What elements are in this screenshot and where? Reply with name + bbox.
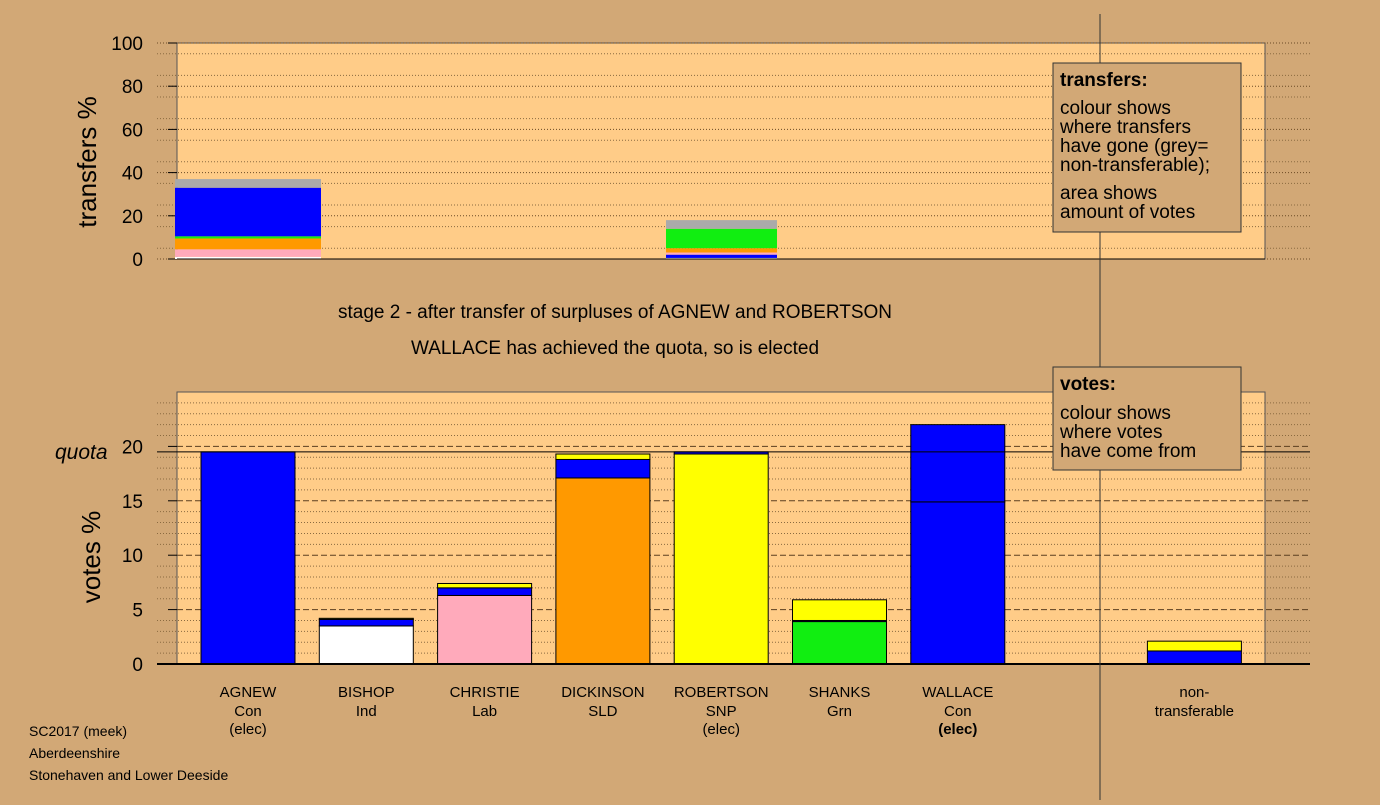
transfer-segment-grn — [175, 236, 321, 239]
votes-tick-label: 15 — [122, 492, 143, 513]
candidate-bar-agnew — [200, 451, 296, 665]
quota-label: quota — [55, 441, 108, 464]
votes-tick-label: 5 — [132, 601, 143, 622]
transfer-segment-grn — [666, 228, 777, 249]
candidate-name: CHRISTIE — [450, 684, 520, 701]
transfer-segment-con — [666, 254, 777, 258]
votes-legend-line: have come from — [1060, 441, 1196, 462]
transfer-segment-lab — [175, 249, 321, 257]
transfers-legend-line: amount of votes — [1060, 202, 1195, 223]
transfers-legend-line: colour shows — [1060, 98, 1171, 119]
transfer-segment-lab — [666, 252, 777, 255]
transfer-segment-nontransferable — [175, 179, 321, 188]
vote-segment-con — [555, 458, 651, 479]
transfer-segment-sld — [666, 248, 777, 253]
candidate-bar-dickinson — [555, 453, 651, 665]
candidate-name: WALLACE — [922, 684, 993, 701]
stage-outcome: WALLACE has achieved the quota, so is el… — [411, 338, 819, 359]
candidate-party: transferable — [1155, 703, 1234, 720]
transfers-legend-line: non-transferable); — [1060, 155, 1210, 176]
transfers-legend-line: where transfers — [1059, 117, 1191, 138]
transfer-segment-sld — [175, 238, 321, 250]
stage-description: stage 2 - after transfer of surpluses of… — [338, 302, 892, 323]
vote-segment-snp — [437, 582, 533, 589]
vote-segment-ind — [318, 625, 414, 665]
transfers-legend-line: have gone (grey= — [1060, 136, 1208, 157]
votes-legend-line: where votes — [1059, 422, 1162, 443]
candidate-bar-bishop — [318, 617, 414, 665]
transfer-segment-con — [175, 187, 321, 237]
transfers-tick-label: 40 — [122, 164, 143, 185]
transfers-tick-label: 100 — [111, 34, 143, 55]
votes-tick-label: 20 — [122, 437, 143, 458]
transfer-segment-nontransferable — [666, 220, 777, 229]
candidate-status: (elec) — [702, 721, 740, 738]
vote-segment-con — [200, 451, 296, 665]
vote-segment-lab — [437, 594, 533, 665]
transfers-legend: transfers: colour shows where transfers … — [1052, 62, 1242, 233]
candidate-bar-christie — [437, 582, 533, 665]
votes-tick-label: 0 — [132, 655, 143, 676]
candidate-name: ROBERTSON — [674, 684, 769, 701]
votes-legend: votes: colour shows where votes have com… — [1052, 366, 1242, 471]
candidate-name: BISHOP — [338, 684, 395, 701]
vote-segment-con — [910, 424, 1006, 503]
vote-segment-sld — [555, 477, 651, 665]
vote-segment-snp — [673, 453, 769, 665]
candidate-status: (elec) — [229, 721, 267, 738]
transfers-tick-label: 20 — [122, 207, 143, 228]
vote-segment-con — [910, 501, 1006, 665]
candidate-name: non- — [1179, 684, 1209, 701]
candidate-party: Con — [234, 703, 262, 720]
candidate-party: Con — [944, 703, 972, 720]
votes-axis-title: votes % — [76, 511, 106, 604]
transfer-segment-ind — [175, 256, 321, 259]
footer-council: Aberdeenshire — [29, 745, 120, 761]
votes-legend-line: colour shows — [1060, 403, 1171, 424]
vote-segment-con — [1146, 650, 1242, 665]
footer-ward: Stonehaven and Lower Deeside — [29, 767, 228, 783]
transfer-segment-ind — [666, 257, 777, 259]
footer-election: SC2017 (meek) — [29, 723, 127, 739]
vote-segment-con — [318, 618, 414, 627]
vote-segment-snp — [1146, 640, 1242, 652]
transfer-bar-agnew — [175, 179, 321, 259]
vote-segment-snp — [318, 617, 414, 620]
candidate-party: Lab — [472, 703, 497, 720]
transfers-legend-title: transfers: — [1060, 70, 1148, 91]
candidate-bar-robertson — [673, 451, 769, 665]
candidate-bar-wallace — [910, 424, 1006, 665]
vote-segment-grn — [792, 621, 887, 665]
candidate-name: AGNEW — [220, 684, 278, 701]
transfers-tick-label: 0 — [132, 250, 143, 271]
vote-segment-snp — [792, 599, 887, 621]
candidate-status: (elec) — [938, 721, 977, 738]
candidate-bar-shanks — [792, 599, 887, 665]
transfers-legend-line: area shows — [1060, 183, 1157, 204]
transfers-legend-box — [1052, 62, 1242, 233]
candidate-party: SNP — [706, 703, 737, 720]
transfers-tick-label: 60 — [122, 120, 143, 141]
candidate-party: Grn — [827, 703, 852, 720]
transfers-axis-title: transfers % — [72, 96, 102, 228]
votes-legend-title: votes: — [1060, 374, 1116, 395]
votes-tick-label: 10 — [122, 546, 143, 567]
vote-segment-con — [437, 587, 533, 596]
transfers-tick-label: 80 — [122, 77, 143, 98]
vote-segment-snp — [555, 453, 651, 460]
votes-legend-box — [1052, 366, 1242, 471]
candidate-name: SHANKS — [809, 684, 871, 701]
candidate-bar-non — [1146, 640, 1242, 665]
candidate-party: Ind — [356, 703, 377, 720]
candidate-party: SLD — [588, 703, 617, 720]
transfer-bar-robertson — [666, 220, 777, 259]
candidate-name: DICKINSON — [561, 684, 644, 701]
